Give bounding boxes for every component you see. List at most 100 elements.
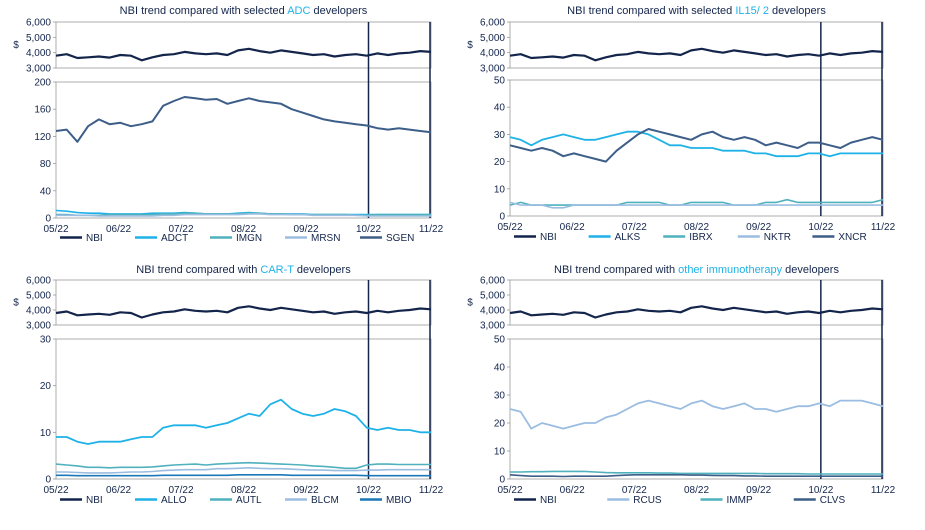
series-line-nbi [509, 47, 884, 62]
x-tick-label: 11/22 [419, 224, 444, 235]
chart-title: NBI trend compared with selected IL15/ 2… [567, 5, 826, 17]
x-tick-label: 09/22 [293, 224, 318, 235]
bottom-ytick-label: 10 [40, 428, 52, 439]
series-line-nktr [509, 201, 883, 209]
top-ylabel: $ [13, 298, 19, 309]
top-panel-frame [509, 279, 884, 326]
legend-label-allo: ALLO [161, 495, 187, 506]
chart-title-highlight: IL15/ 2 [735, 5, 769, 17]
series-line-allo [56, 398, 431, 445]
top-ytick-label: 4,000 [26, 306, 51, 317]
chart-title-highlight: other immunotherapy [678, 265, 782, 276]
x-tick-label: 06/22 [560, 222, 585, 233]
bottom-ytick-label: 80 [40, 159, 52, 170]
x-tick-label: 08/22 [231, 485, 256, 496]
series-line-autl [55, 461, 431, 470]
bottom-ytick-label: 50 [494, 76, 506, 87]
legend-label-imgn: IMGN [236, 233, 262, 244]
x-tick-label: 11/22 [871, 222, 896, 233]
bottom-ytick-label: 120 [34, 132, 51, 143]
bottom-panel-frame [55, 81, 432, 219]
x-tick-label: 10/22 [808, 222, 833, 233]
x-tick-label: 07/22 [622, 485, 647, 496]
top-ytick-label: 6,000 [26, 276, 51, 287]
x-tick-label: 05/22 [497, 485, 522, 496]
legend-label-adct: ADCT [161, 233, 188, 244]
series-line-alks [509, 130, 883, 158]
series-line-mbio [56, 474, 431, 477]
x-tick-label: 07/22 [168, 485, 193, 496]
x-tick-label: 10/22 [356, 485, 381, 496]
x-tick-label: 08/22 [684, 485, 709, 496]
legend-label-rcus: RCUS [633, 495, 662, 506]
top-ytick-label: 3,000 [26, 64, 51, 75]
top-panel-frame [509, 21, 884, 69]
x-tick-label: 05/22 [497, 222, 522, 233]
legend-label-xncr: XNCR [838, 232, 866, 243]
bottom-ytick-label: 40 [494, 103, 506, 114]
x-tick-label: 09/22 [293, 485, 318, 496]
legend-label-clvs: CLVS [820, 495, 846, 506]
top-ytick-label: 4,000 [480, 48, 505, 59]
bottom-ytick-label: 0 [45, 214, 51, 225]
top-panel-frame [55, 21, 432, 69]
series-line-immp [510, 470, 883, 475]
chart-title-highlight: ADC [287, 5, 310, 17]
legend-label-nktr: NKTR [764, 232, 791, 243]
bottom-ytick-label: 50 [494, 335, 506, 346]
series-line-blcm [56, 467, 431, 474]
chart-title-prefix: NBI trend compared with selected [567, 5, 735, 17]
bottom-ytick-label: 160 [34, 105, 51, 116]
x-tick-label: 09/22 [746, 485, 771, 496]
legend-label-nbi: NBI [540, 232, 557, 243]
x-tick-label: 06/22 [106, 224, 131, 235]
chart-2: NBI trend compared with selected IL15/ 2… [467, 5, 896, 243]
x-tick-label: 07/22 [168, 224, 193, 235]
series-line-clvs [509, 474, 883, 478]
chart-1: NBI trend compared with selected ADC dev… [13, 5, 444, 244]
x-tick-label: 08/22 [684, 222, 709, 233]
top-ytick-label: 5,000 [480, 291, 505, 302]
bottom-ytick-label: 40 [494, 363, 506, 374]
chart-title: NBI trend compared with selected ADC dev… [120, 5, 368, 17]
bottom-ytick-label: 0 [45, 475, 51, 486]
top-ytick-label: 5,000 [26, 291, 51, 302]
top-ylabel: $ [13, 40, 19, 51]
top-ytick-label: 3,000 [480, 64, 505, 75]
x-tick-label: 10/22 [356, 224, 381, 235]
top-ytick-label: 6,000 [26, 18, 51, 29]
top-ytick-label: 5,000 [26, 33, 51, 44]
series-line-nbi [55, 305, 432, 319]
chart-title-suffix: developers [782, 265, 839, 276]
series-line-xncr [509, 128, 884, 163]
x-tick-label: 06/22 [106, 485, 131, 496]
top-ytick-label: 4,000 [26, 48, 51, 59]
bottom-ytick-label: 20 [40, 381, 52, 392]
x-tick-label: 06/22 [560, 485, 585, 496]
bottom-panel-frame [55, 338, 432, 480]
x-tick-label: 08/22 [231, 224, 256, 235]
top-ytick-label: 6,000 [480, 276, 505, 287]
top-panel-frame [55, 279, 432, 326]
series-line-mrsn [56, 213, 431, 217]
series-line-ibrx [509, 198, 884, 206]
chart-title-suffix: developers [310, 5, 367, 17]
x-tick-label: 05/22 [43, 224, 68, 235]
bottom-ytick-label: 200 [34, 78, 51, 89]
series-line-sgen [55, 96, 432, 143]
top-ylabel: $ [467, 298, 473, 309]
chart-title: NBI trend compared with other immunother… [554, 265, 839, 276]
bottom-ytick-label: 30 [494, 391, 506, 402]
series-line-nbi [55, 47, 432, 62]
top-ylabel: $ [467, 40, 473, 51]
bottom-ytick-label: 0 [499, 212, 505, 223]
chart-title-suffix: developers [769, 5, 826, 17]
x-tick-label: 07/22 [622, 222, 647, 233]
chart-title-prefix: NBI trend compared with [554, 265, 678, 276]
legend-label-autl: AUTL [236, 495, 262, 506]
x-tick-label: 05/22 [43, 485, 68, 496]
chart-title-prefix: NBI trend compared with [136, 265, 260, 276]
bottom-ytick-label: 20 [494, 157, 506, 168]
bottom-ytick-label: 20 [494, 419, 506, 430]
